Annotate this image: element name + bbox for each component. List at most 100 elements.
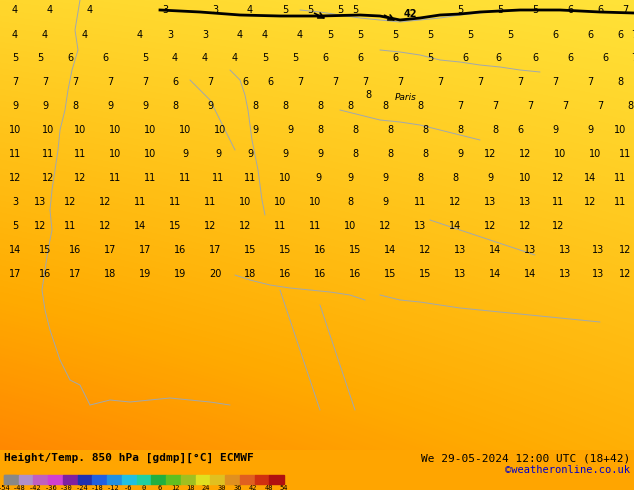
Text: 7: 7 xyxy=(552,77,558,87)
Text: 10: 10 xyxy=(589,149,601,159)
Text: -48: -48 xyxy=(13,485,26,490)
Bar xyxy=(210,475,225,484)
Bar xyxy=(181,475,195,484)
Text: 5: 5 xyxy=(427,30,433,40)
Text: 4: 4 xyxy=(12,5,18,15)
Text: 9: 9 xyxy=(457,149,463,159)
Text: 11: 11 xyxy=(244,173,256,183)
Text: 14: 14 xyxy=(489,245,501,255)
Text: 11: 11 xyxy=(614,197,626,207)
Text: 20: 20 xyxy=(209,269,221,279)
Text: -6: -6 xyxy=(124,485,133,490)
Text: 9: 9 xyxy=(247,149,253,159)
Bar xyxy=(63,475,78,484)
Text: 12: 12 xyxy=(74,173,86,183)
Text: 16: 16 xyxy=(69,245,81,255)
Text: 6: 6 xyxy=(242,77,248,87)
Text: 8: 8 xyxy=(452,173,458,183)
Text: 11: 11 xyxy=(619,149,631,159)
Text: 4: 4 xyxy=(202,53,208,63)
Text: 12: 12 xyxy=(519,221,531,231)
Text: 15: 15 xyxy=(279,245,291,255)
Text: 5: 5 xyxy=(507,30,513,40)
Text: ©weatheronline.co.uk: ©weatheronline.co.uk xyxy=(505,465,630,475)
Text: 4: 4 xyxy=(137,30,143,40)
Text: 9: 9 xyxy=(315,173,321,183)
Bar xyxy=(19,475,34,484)
Text: 8: 8 xyxy=(72,101,78,111)
Text: 5: 5 xyxy=(292,53,298,63)
Text: 11: 11 xyxy=(212,173,224,183)
Text: 7: 7 xyxy=(12,77,18,87)
Text: 8: 8 xyxy=(365,90,371,100)
Text: 10: 10 xyxy=(74,125,86,135)
Text: 10: 10 xyxy=(309,197,321,207)
Text: 9: 9 xyxy=(282,149,288,159)
Text: 12: 12 xyxy=(64,197,76,207)
Text: 7: 7 xyxy=(527,101,533,111)
Text: 9: 9 xyxy=(107,101,113,111)
Text: 16: 16 xyxy=(314,245,326,255)
Text: -24: -24 xyxy=(75,485,88,490)
Text: 13: 13 xyxy=(454,269,466,279)
Bar xyxy=(225,475,240,484)
Text: 14: 14 xyxy=(134,221,146,231)
Text: 15: 15 xyxy=(244,245,256,255)
Text: 10: 10 xyxy=(214,125,226,135)
Text: 6: 6 xyxy=(517,125,523,135)
Text: 6: 6 xyxy=(357,53,363,63)
Text: 12: 12 xyxy=(99,221,111,231)
Text: 8: 8 xyxy=(387,149,393,159)
Bar xyxy=(4,475,19,484)
Text: 8: 8 xyxy=(387,125,393,135)
Text: 13: 13 xyxy=(454,245,466,255)
Text: 13: 13 xyxy=(484,197,496,207)
Text: 5: 5 xyxy=(12,53,18,63)
Text: 12: 12 xyxy=(619,245,631,255)
Text: 6: 6 xyxy=(102,53,108,63)
Bar xyxy=(254,475,269,484)
Text: 8: 8 xyxy=(252,101,258,111)
Text: 10: 10 xyxy=(109,149,121,159)
Text: 19: 19 xyxy=(174,269,186,279)
Text: 9: 9 xyxy=(42,101,48,111)
Text: 13: 13 xyxy=(414,221,426,231)
Text: 13: 13 xyxy=(559,269,571,279)
Text: 8: 8 xyxy=(417,101,423,111)
Text: We 29-05-2024 12:00 UTC (18+42): We 29-05-2024 12:00 UTC (18+42) xyxy=(421,453,630,463)
Text: 5: 5 xyxy=(327,30,333,40)
Text: 7: 7 xyxy=(587,77,593,87)
Bar xyxy=(122,475,137,484)
Text: 8: 8 xyxy=(347,197,353,207)
Text: 12: 12 xyxy=(204,221,216,231)
Text: 8: 8 xyxy=(457,125,463,135)
Bar xyxy=(137,475,152,484)
Text: 11: 11 xyxy=(179,173,191,183)
Text: 10: 10 xyxy=(239,197,251,207)
Text: 7: 7 xyxy=(332,77,338,87)
Text: 7: 7 xyxy=(517,77,523,87)
Text: 12: 12 xyxy=(584,197,596,207)
Text: 5: 5 xyxy=(142,53,148,63)
Text: 8: 8 xyxy=(382,101,388,111)
Text: 9: 9 xyxy=(215,149,221,159)
Text: 16: 16 xyxy=(279,269,291,279)
Text: 11: 11 xyxy=(552,197,564,207)
Text: 7: 7 xyxy=(297,77,303,87)
Text: 8: 8 xyxy=(627,101,633,111)
Text: 3: 3 xyxy=(162,5,168,15)
Text: 10: 10 xyxy=(279,173,291,183)
Text: 48: 48 xyxy=(264,485,273,490)
Text: 9: 9 xyxy=(182,149,188,159)
Text: 15: 15 xyxy=(419,269,431,279)
Text: 15: 15 xyxy=(384,269,396,279)
Text: 12: 12 xyxy=(519,149,531,159)
Text: 10: 10 xyxy=(9,125,21,135)
Text: 9: 9 xyxy=(317,149,323,159)
Text: 5: 5 xyxy=(457,5,463,15)
Text: 6: 6 xyxy=(597,5,603,15)
Text: 4: 4 xyxy=(297,30,303,40)
Text: 8: 8 xyxy=(422,125,428,135)
Text: 8: 8 xyxy=(347,101,353,111)
Text: 4: 4 xyxy=(172,53,178,63)
